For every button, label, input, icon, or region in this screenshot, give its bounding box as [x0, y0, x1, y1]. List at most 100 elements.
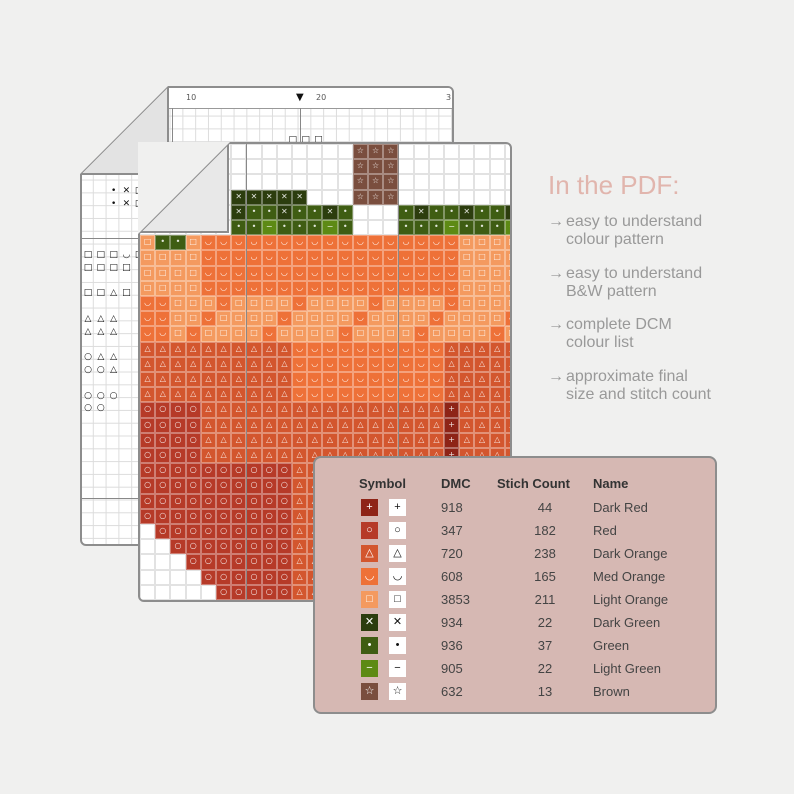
- stitch-cell: ○: [231, 508, 247, 524]
- stitch-cell: ◡: [155, 326, 171, 342]
- stitch-cell: ○: [185, 539, 201, 555]
- stitch-cell: •: [307, 220, 323, 236]
- stitch-cell: ✕: [413, 204, 429, 220]
- stitch-cell: ○: [276, 569, 292, 585]
- stitch-cell: ◡: [292, 250, 308, 266]
- dmc-code: 934: [441, 615, 463, 630]
- stitch-cell: △: [504, 356, 510, 372]
- stitch-cell: ◡: [428, 372, 444, 388]
- stitch-cell: ◡: [261, 250, 277, 266]
- stitch-cell: ◡: [368, 341, 384, 357]
- bw-stitch-symbol: △: [110, 365, 118, 375]
- stitch-cell: △: [246, 448, 262, 464]
- grid-major-line: [398, 144, 400, 600]
- stitch-cell: ○: [261, 569, 277, 585]
- stitch-cell: □: [307, 326, 323, 342]
- stitch-cell: ◡: [428, 235, 444, 251]
- stitch-cell: [292, 144, 308, 160]
- stitch-cell: □: [155, 265, 171, 281]
- stitch-cell: ○: [231, 478, 247, 494]
- stitch-cell: □: [170, 265, 186, 281]
- stitch-cell: [413, 144, 429, 160]
- stitch-cell: △: [383, 402, 399, 418]
- stitch-cell: □: [504, 235, 510, 251]
- stitch-cell: ◡: [155, 311, 171, 327]
- stitch-cell: ◡: [337, 356, 353, 372]
- stitch-cell: [504, 189, 510, 205]
- stitch-cell: △: [185, 341, 201, 357]
- bw-stitch-symbol: ○: [84, 352, 92, 363]
- stitch-cell: □: [474, 235, 490, 251]
- arrow-icon: →: [548, 316, 564, 333]
- stitch-cell: ◡: [383, 372, 399, 388]
- stitch-cell: △: [155, 372, 171, 388]
- stitch-cell: △: [413, 432, 429, 448]
- stitch-cell: [459, 189, 475, 205]
- stitch-cell: △: [489, 432, 505, 448]
- stitch-cell: ◡: [200, 311, 216, 327]
- stitch-cell: △: [413, 417, 429, 433]
- stitch-cell: ◡: [383, 235, 399, 251]
- stitch-cell: ○: [276, 539, 292, 555]
- feature-bullet: → easy to understand colour pattern: [548, 213, 703, 248]
- bw-symbol: ◡: [389, 568, 406, 585]
- stitch-cell: △: [474, 356, 490, 372]
- stitch-cell: △: [276, 432, 292, 448]
- stitch-count: 44: [537, 500, 553, 515]
- stitch-cell: ○: [261, 463, 277, 479]
- stitch-cell: ○: [170, 478, 186, 494]
- stitch-cell: □: [322, 311, 338, 327]
- stitch-cell: ◡: [444, 235, 460, 251]
- stitch-cell: □: [459, 250, 475, 266]
- stitch-cell: [474, 174, 490, 190]
- stitch-cell: ◡: [368, 372, 384, 388]
- stitch-cell: □: [231, 311, 247, 327]
- stitch-cell: ◡: [337, 235, 353, 251]
- stitch-cell: △: [216, 417, 232, 433]
- stitch-cell: [155, 539, 171, 555]
- dmc-code: 905: [441, 661, 463, 676]
- stitch-cell: ○: [216, 478, 232, 494]
- stitch-cell: [428, 189, 444, 205]
- stitch-cell: ○: [200, 508, 216, 524]
- stitch-cell: ◡: [140, 311, 156, 327]
- stitch-cell: ◡: [428, 265, 444, 281]
- stitch-cell: ✕: [504, 204, 510, 220]
- stitch-cell: △: [398, 417, 414, 433]
- stitch-cell: □: [444, 326, 460, 342]
- stitch-cell: ○: [200, 539, 216, 555]
- stitch-cell: △: [261, 402, 277, 418]
- stitch-cell: ◡: [383, 280, 399, 296]
- stitch-cell: ◡: [383, 265, 399, 281]
- stitch-cell: ◡: [352, 356, 368, 372]
- colour-name: Light Green: [593, 661, 661, 676]
- stitch-cell: ◡: [337, 372, 353, 388]
- stitch-cell: ○: [200, 569, 216, 585]
- stitch-cell: [504, 159, 510, 175]
- stitch-cell: △: [292, 508, 308, 524]
- stitch-cell: ◡: [261, 235, 277, 251]
- bw-stitch-symbol: ○: [96, 403, 105, 414]
- stitch-cell: •: [292, 204, 308, 220]
- stitch-cell: [261, 144, 277, 160]
- stitch-cell: [322, 189, 338, 205]
- stitch-cell: ◡: [398, 372, 414, 388]
- stitch-cell: ◡: [368, 235, 384, 251]
- colour-name: Dark Orange: [593, 546, 668, 561]
- stitch-cell: □: [474, 326, 490, 342]
- stitch-cell: △: [337, 432, 353, 448]
- stitch-cell: △: [413, 402, 429, 418]
- stitch-cell: □: [231, 296, 247, 312]
- stitch-cell: ◡: [352, 265, 368, 281]
- header-dmc: DMC: [441, 476, 471, 491]
- stitch-cell: +: [444, 432, 460, 448]
- stitch-cell: ◡: [337, 341, 353, 357]
- stitch-cell: [489, 189, 505, 205]
- bw-stitch-symbol: □: [122, 288, 131, 299]
- stitch-cell: ○: [216, 524, 232, 540]
- stitch-cell: □: [216, 311, 232, 327]
- stitch-cell: ◡: [352, 372, 368, 388]
- stitch-cell: △: [292, 463, 308, 479]
- stitch-cell: ◡: [322, 341, 338, 357]
- stitch-cell: □: [474, 311, 490, 327]
